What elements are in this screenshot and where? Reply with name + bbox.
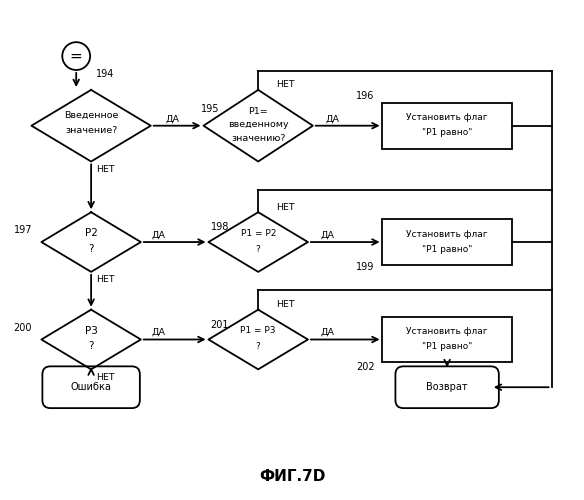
- Text: 197: 197: [13, 225, 32, 235]
- Text: ДА: ДА: [326, 114, 340, 123]
- Bar: [383, 103, 512, 148]
- Polygon shape: [208, 212, 308, 272]
- Text: Установить флаг: Установить флаг: [406, 113, 488, 122]
- FancyBboxPatch shape: [395, 366, 499, 408]
- Text: ДА: ДА: [321, 328, 335, 337]
- Text: Установить флаг: Установить флаг: [406, 327, 488, 336]
- Text: ?: ?: [256, 244, 260, 254]
- Text: Ошибка: Ошибка: [71, 382, 112, 392]
- FancyBboxPatch shape: [43, 366, 140, 408]
- Text: 201: 201: [210, 320, 229, 330]
- Text: введенному: введенному: [228, 120, 288, 129]
- Text: =: =: [70, 48, 82, 64]
- Bar: [383, 316, 512, 362]
- Text: НЕТ: НЕТ: [276, 80, 295, 90]
- Text: ДА: ДА: [321, 230, 335, 239]
- Text: ДА: ДА: [166, 114, 180, 123]
- Text: "P1 равно": "P1 равно": [422, 128, 472, 137]
- Text: 195: 195: [200, 104, 219, 114]
- Text: ?: ?: [256, 342, 260, 351]
- Text: НЕТ: НЕТ: [276, 202, 295, 211]
- Polygon shape: [41, 310, 141, 370]
- Text: ?: ?: [88, 244, 94, 254]
- Text: "P1 равно": "P1 равно": [422, 244, 472, 254]
- Polygon shape: [203, 90, 313, 162]
- Polygon shape: [41, 212, 141, 272]
- Text: 198: 198: [210, 222, 229, 232]
- Text: "P1 равно": "P1 равно": [422, 342, 472, 351]
- Text: Введенное: Введенное: [64, 112, 119, 120]
- Text: P1 = P3: P1 = P3: [241, 326, 276, 335]
- Text: 194: 194: [96, 69, 114, 79]
- Text: 199: 199: [356, 262, 374, 272]
- Polygon shape: [32, 90, 151, 162]
- Text: ?: ?: [88, 342, 94, 351]
- Text: значение?: значение?: [65, 126, 117, 135]
- Text: 196: 196: [356, 91, 374, 101]
- Text: P1=: P1=: [248, 108, 268, 116]
- Text: P1 = P2: P1 = P2: [241, 228, 276, 237]
- Bar: [383, 219, 512, 265]
- Text: НЕТ: НЕТ: [96, 373, 114, 382]
- Text: ФИГ.7D: ФИГ.7D: [259, 469, 325, 484]
- Text: НЕТ: НЕТ: [96, 276, 114, 284]
- Text: значению?: значению?: [231, 134, 286, 143]
- Text: 202: 202: [356, 362, 374, 372]
- Polygon shape: [208, 310, 308, 370]
- Text: Возврат: Возврат: [426, 382, 468, 392]
- Text: P2: P2: [85, 228, 98, 238]
- Text: Установить флаг: Установить флаг: [406, 230, 488, 238]
- Text: 200: 200: [13, 322, 32, 332]
- Text: НЕТ: НЕТ: [276, 300, 295, 309]
- Text: НЕТ: НЕТ: [96, 165, 114, 174]
- Text: P3: P3: [85, 326, 98, 336]
- Text: ДА: ДА: [152, 328, 166, 337]
- Text: ДА: ДА: [152, 230, 166, 239]
- Circle shape: [62, 42, 90, 70]
